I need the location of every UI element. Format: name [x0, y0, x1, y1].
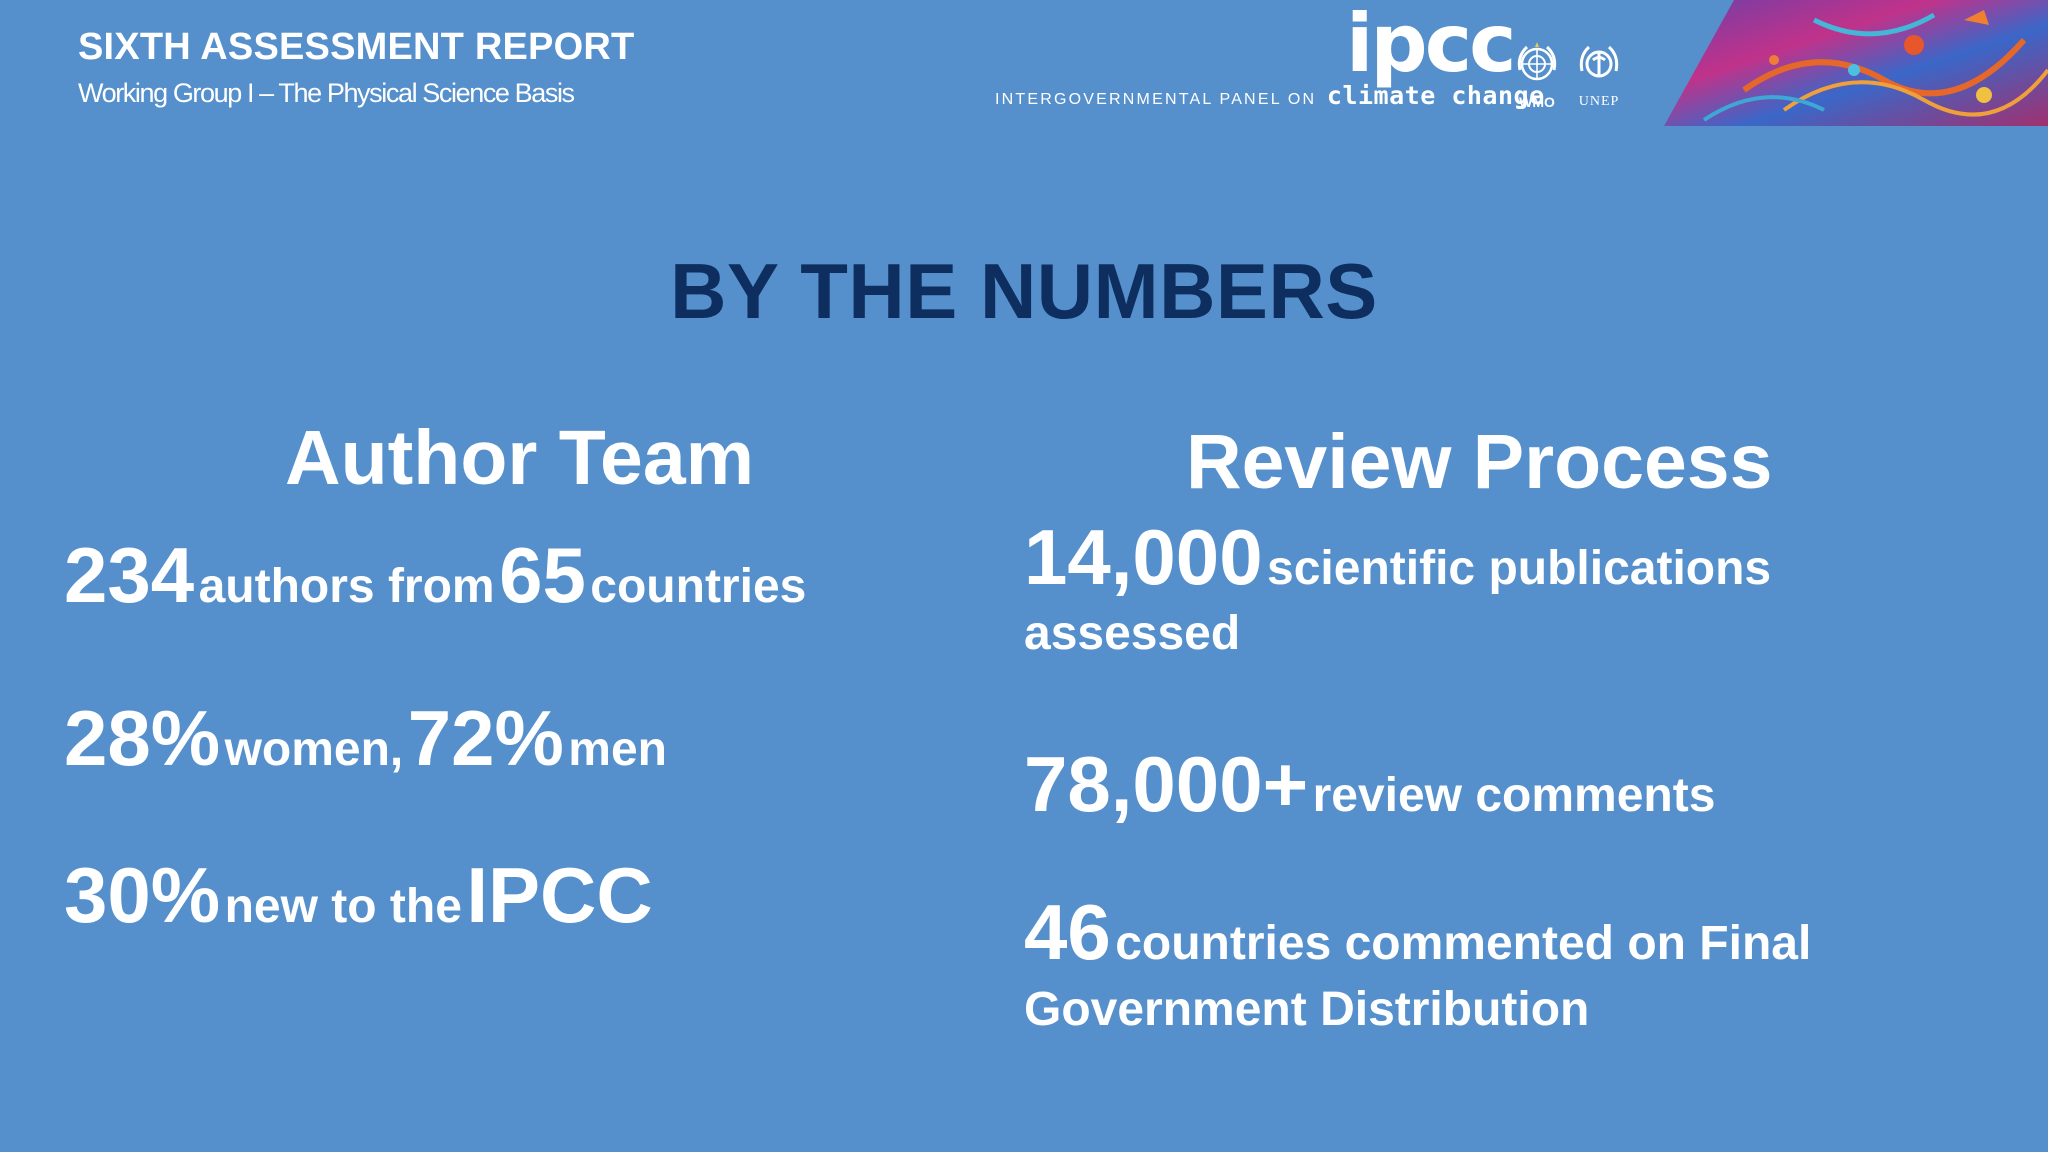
- report-title: SIXTH ASSESSMENT REPORT: [78, 26, 635, 68]
- comments-stat: 78,000+ review comments: [1024, 739, 1715, 830]
- decorative-banner-art: [1664, 0, 2048, 126]
- publications-stat: 14,000 scientific publications: [1024, 512, 1771, 603]
- stat-number: 65: [499, 531, 586, 619]
- stat-text: men: [568, 723, 667, 776]
- stat-text: Government Distribution: [1024, 983, 1590, 1036]
- stat-number: 234: [64, 531, 195, 619]
- report-subtitle: Working Group I – The Physical Science B…: [78, 78, 575, 108]
- countries-stat: 46 countries commented on Final: [1024, 887, 1811, 978]
- stat-text: authors from: [198, 560, 495, 613]
- ipcc-logo-word: ipcc: [1346, 0, 1517, 90]
- review-process-heading: Review Process: [1186, 419, 1773, 505]
- stat-acronym: IPCC: [466, 851, 653, 939]
- stat-number: 72%: [407, 694, 564, 782]
- stat-text: review comments: [1312, 769, 1716, 822]
- unep-emblem-icon: [1579, 45, 1619, 78]
- wmo-label: WMO: [1519, 94, 1555, 110]
- wmo-logo: WMO: [1507, 40, 1567, 109]
- stat-text: countries: [590, 560, 807, 613]
- stat-text: new to the: [224, 880, 462, 933]
- ipcc-logo-tagline: INTERGOVERNMENTAL PANEL ON climate chang…: [995, 81, 1545, 112]
- stat-number: 28%: [64, 694, 221, 782]
- unep-logo: UNEP: [1569, 40, 1629, 109]
- stat-number: 30%: [64, 851, 221, 939]
- gender-stat: 28% women, 72% men: [64, 693, 667, 784]
- ipcc-tagline-prefix: INTERGOVERNMENTAL PANEL ON: [995, 91, 1317, 108]
- stat-number: 14,000: [1024, 513, 1263, 601]
- new-authors-stat: 30% new to the IPCC: [64, 850, 653, 941]
- stat-text: assessed: [1024, 607, 1241, 660]
- author-team-heading: Author Team: [285, 415, 755, 501]
- stat-text: countries commented on Final: [1115, 917, 1812, 970]
- countries-stat-continued: Government Distribution: [1024, 982, 1589, 1037]
- unep-label: UNEP: [1578, 94, 1620, 109]
- publications-stat-continued: assessed: [1024, 606, 1240, 661]
- stat-number: 78,000+: [1024, 740, 1309, 828]
- un-emblem-icon: [1517, 42, 1557, 81]
- stat-number: 46: [1024, 888, 1111, 976]
- stat-text: women,: [224, 723, 404, 776]
- authors-stat: 234 authors from 65 countries: [64, 530, 806, 621]
- stat-text: scientific publications: [1267, 542, 1772, 595]
- page-heading: BY THE NUMBERS: [670, 247, 1378, 335]
- ipcc-tagline-suffix: climate change: [1326, 81, 1545, 110]
